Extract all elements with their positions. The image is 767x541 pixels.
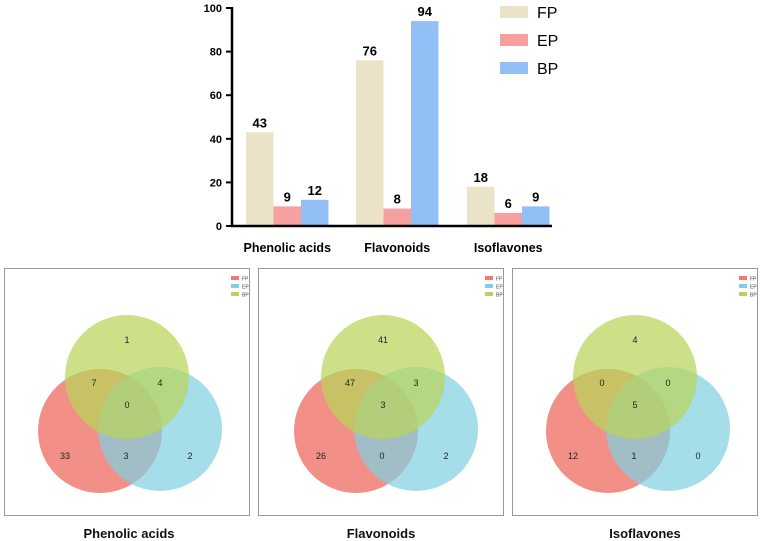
y-tick-label: 60 [210,90,222,102]
venn-legend-swatch-fp [485,276,493,280]
venn-legend-label-ep: EP [242,285,249,291]
y-tick-label: 100 [204,3,222,15]
venn-circle-bp [573,315,697,439]
bar-phenolic-acids-fp [246,132,274,226]
y-tick-label: 80 [210,47,222,59]
y-tick-label: 40 [210,134,222,146]
venn-count-all: 3 [380,400,385,410]
venn-count-bp-only: 4 [632,335,637,345]
venn-count-fp-only: 26 [316,451,326,461]
venn-legend-swatch-bp [739,292,747,296]
venn-legend-swatch-bp [485,292,493,296]
venn-count-ep-only: 2 [187,451,192,461]
venn-count-ep-bp: 4 [157,378,162,388]
venn-count-ep-only: 0 [695,451,700,461]
bar-isoflavones-fp [467,186,495,226]
venn-count-fp-bp: 47 [345,378,355,388]
bar-chart: 0 20 40 60 80 100 43 9 12 Phenolic acids 76 8 94 Flav… [204,3,559,255]
legend-label-fp: FP [537,5,557,22]
bar-value-label: 43 [253,115,267,130]
venn-legend-label-ep: EP [496,285,503,291]
legend-label-bp: BP [537,61,558,78]
venn-panel-isoflavones: 4 0 0 5 12 1 0 FP EP BP [512,268,758,516]
x-tick-label: Phenolic acids [243,241,331,255]
venn-caption-phenolic-acids: Phenolic acids [83,526,175,541]
y-tick-label: 0 [216,221,222,233]
venn-count-fp-ep: 1 [631,451,636,461]
venn-count-ep-bp: 0 [665,378,670,388]
bar-phenolic-acids-ep [273,206,301,226]
venn-legend-swatch-bp [231,292,239,296]
venn-legend-label-bp: BP [750,293,757,299]
venn-circles: 4 0 0 5 12 1 0 [546,315,730,493]
legend-swatch-fp [500,6,528,18]
venn-legend-label-ep: EP [750,285,757,291]
venn-count-fp-bp: 7 [91,378,96,388]
venn-legend-swatch-ep [485,284,493,288]
venn-count-fp-only: 33 [60,451,70,461]
bar-value-label: 6 [505,196,512,211]
bar-value-label: 8 [394,192,401,207]
venn-count-fp-only: 12 [568,451,578,461]
venn-legend-label-bp: BP [496,293,503,299]
legend-swatch-ep [500,34,528,46]
venn-caption-flavonoids: Flavonoids [346,526,416,541]
venn-legend-label-bp: BP [242,293,249,299]
venn-legend-swatch-ep [739,284,747,288]
bar-isoflavones-ep [494,212,522,226]
legend-label-ep: EP [537,33,558,50]
venn-panel-flavonoids: 41 47 3 3 26 0 2 FP EP BP [258,268,504,516]
venn-legend-swatch-fp [739,276,747,280]
venn-count-fp-ep: 3 [123,451,128,461]
venn-diagram-flavonoids: 41 47 3 3 26 0 2 FP EP BP [294,276,503,493]
legend-swatch-bp [500,62,528,74]
venn-count-all: 0 [124,400,129,410]
bar-phenolic-acids-bp [301,199,329,226]
venn-circle-bp [65,315,189,439]
venn-legend-swatch-fp [231,276,239,280]
bar-flavonoids-fp [356,60,384,226]
venn-caption-isoflavones: Isoflavones [609,526,681,541]
venn-count-bp-only: 1 [124,335,129,345]
bar-isoflavones-bp [522,206,550,226]
venn-count-all: 5 [632,400,637,410]
y-tick-label: 20 [210,177,222,189]
venn-diagram-isoflavones: 4 0 0 5 12 1 0 FP EP BP [546,276,757,493]
bar-flavonoids-bp [411,21,439,226]
venn-count-fp-ep: 0 [379,451,384,461]
bar-value-label: 12 [308,183,322,198]
venn-count-bp-only: 41 [378,335,388,345]
bar-value-label: 9 [284,189,291,204]
venn-legend-label-fp: FP [496,277,503,283]
venn-count-ep-bp: 3 [413,378,418,388]
bar-value-label: 18 [474,170,488,185]
venn-legend-label-fp: FP [242,277,249,283]
bar-value-label: 76 [363,43,377,58]
venn-legend-swatch-ep [231,284,239,288]
bar-value-label: 94 [418,4,433,19]
venn-panel-phenolic-acids: 1 7 4 0 33 3 2 FP EP BP [4,268,250,516]
x-tick-label: Isoflavones [474,241,543,255]
venn-legend-label-fp: FP [750,277,757,283]
venn-count-ep-only: 2 [443,451,448,461]
venn-circles: 41 47 3 3 26 0 2 [294,315,478,493]
bar-value-label: 9 [532,189,539,204]
x-tick-label: Flavonoids [364,241,430,255]
venn-count-fp-bp: 0 [599,378,604,388]
bar-flavonoids-ep [383,208,411,226]
venn-circle-bp [321,315,445,439]
